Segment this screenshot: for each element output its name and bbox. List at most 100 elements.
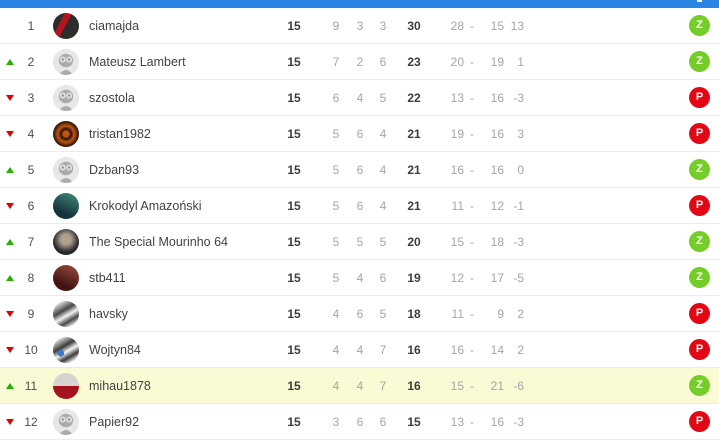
goals-record: 16-16: [434, 163, 510, 177]
wins-count: 5: [332, 126, 340, 141]
points-value: 21: [407, 162, 421, 177]
avatar: [53, 120, 79, 147]
goal-difference: -3: [513, 90, 524, 105]
header-text-fragment: [697, 0, 702, 2]
draws-count: 4: [356, 270, 364, 285]
wins-count: 5: [332, 270, 340, 285]
table-row[interactable]: 5 Dzban93 15 5 6 4 21 16-16 0 Z: [0, 152, 719, 188]
result-badge: P: [689, 339, 710, 360]
points-value: 18: [407, 306, 421, 321]
table-row[interactable]: 4 tristan1982 15 5 6 4 21 19- 16 3 P: [0, 116, 719, 152]
table-row[interactable]: 8 stb411 15 5 4 6 19 12- 17 -5 Z: [0, 260, 719, 296]
rank-number: 11: [24, 378, 38, 393]
points-value: 21: [407, 126, 421, 141]
points-value: 16: [407, 378, 421, 393]
goal-difference: 2: [517, 306, 524, 321]
rank-number: 3: [27, 90, 35, 105]
draws-count: 2: [356, 54, 364, 69]
result-badge: Z: [689, 375, 710, 396]
goals-separator: -: [470, 270, 474, 285]
rank-change-icon: [6, 94, 14, 101]
goals-against: 16: [490, 126, 504, 141]
result-badge: P: [689, 303, 710, 324]
wins-count: 4: [332, 306, 340, 321]
draws-count: 4: [356, 342, 364, 357]
rank-number: 8: [27, 270, 35, 285]
goals-separator: -: [470, 342, 474, 357]
table-row[interactable]: 12 Papier92 15 3 6 6 15 13- 16 -3 P: [0, 404, 719, 440]
points-value: 30: [407, 18, 421, 33]
losses-count: 7: [379, 342, 387, 357]
avatar: [53, 336, 79, 363]
avatar: [53, 192, 79, 219]
matches-played: 15: [287, 90, 301, 105]
table-row[interactable]: 9 havsky 15 4 6 5 18 11- 9 2 P: [0, 296, 719, 332]
wins-count: 6: [332, 90, 340, 105]
goals-separator: -: [470, 162, 474, 177]
rank-number: 5: [27, 162, 35, 177]
losses-count: 5: [379, 306, 387, 321]
draws-count: 6: [356, 198, 364, 213]
goals-against: 18: [490, 234, 504, 249]
wins-count: 3: [332, 414, 340, 429]
goals-record: 11- 12: [434, 199, 510, 213]
rank-change-icon: [6, 130, 14, 137]
goals-for: 11: [451, 198, 464, 213]
goals-against: 16: [490, 90, 504, 105]
table-row[interactable]: 2 Mateusz Lambert 15 7 2 6 23 20- 19 1 Z: [0, 44, 719, 80]
losses-count: 4: [379, 126, 387, 141]
rank-change-icon: [6, 58, 14, 65]
result-badge: P: [689, 195, 710, 216]
rank-change-icon: [6, 382, 14, 389]
matches-played: 15: [287, 162, 301, 177]
goal-difference: 3: [517, 126, 524, 141]
goals-against: 19: [490, 54, 504, 69]
avatar: [53, 12, 79, 39]
goals-for: 16: [450, 342, 464, 357]
goals-against: 14: [490, 342, 504, 357]
table-row[interactable]: 1 ciamajda 15 9 3 3 30 28- 15 13 Z: [0, 8, 719, 44]
player-name: stb411: [89, 270, 126, 285]
table-header-bar: [0, 0, 719, 8]
table-row[interactable]: 11 mihau1878 15 4 4 7 16 15-21 -6 Z: [0, 368, 719, 404]
player-name: Wojtyn84: [89, 342, 141, 357]
table-row[interactable]: 7 The Special Mourinho 64 15 5 5 5 20 15…: [0, 224, 719, 260]
points-value: 21: [407, 198, 421, 213]
avatar: [53, 156, 79, 183]
matches-played: 15: [287, 270, 301, 285]
draws-count: 6: [356, 414, 364, 429]
rank-number: 7: [27, 234, 35, 249]
points-value: 20: [407, 234, 421, 249]
matches-played: 15: [287, 198, 301, 213]
goals-record: 13- 16: [434, 91, 510, 105]
player-name: tristan1982: [89, 126, 151, 141]
table-row[interactable]: 6 Krokodyl Amazoński 15 5 6 4 21 11- 12 -…: [0, 188, 719, 224]
draws-count: 6: [356, 306, 364, 321]
goal-difference: 1: [517, 54, 524, 69]
wins-count: 5: [332, 198, 340, 213]
losses-count: 6: [379, 54, 387, 69]
goals-against: 16: [490, 162, 504, 177]
rank-change-icon: [6, 418, 14, 425]
goals-against: 15: [490, 18, 504, 33]
matches-played: 15: [287, 414, 301, 429]
wins-count: 9: [332, 18, 340, 33]
table-row[interactable]: 10 Wojtyn84 15 4 4 7 16 16-14 2 P: [0, 332, 719, 368]
goal-difference: 0: [517, 162, 524, 177]
player-name: Dzban93: [89, 162, 140, 177]
goals-for: 15: [450, 378, 464, 393]
rank-change-icon: [6, 346, 14, 353]
goals-record: 13- 16: [434, 415, 510, 429]
default-avatar-icon: [53, 156, 79, 183]
rank-number: 6: [27, 198, 35, 213]
goals-separator: -: [470, 54, 474, 69]
goals-separator: -: [470, 90, 474, 105]
draws-count: 5: [356, 234, 364, 249]
rank-number: 2: [27, 54, 35, 69]
table-row[interactable]: 3 szostola 15 6 4 5 22 13- 16 -3 P: [0, 80, 719, 116]
result-badge: Z: [689, 15, 710, 36]
goals-against: 21: [490, 378, 504, 393]
rank-change-icon: [6, 238, 14, 245]
default-avatar-icon: [53, 408, 79, 435]
losses-count: 6: [379, 414, 387, 429]
